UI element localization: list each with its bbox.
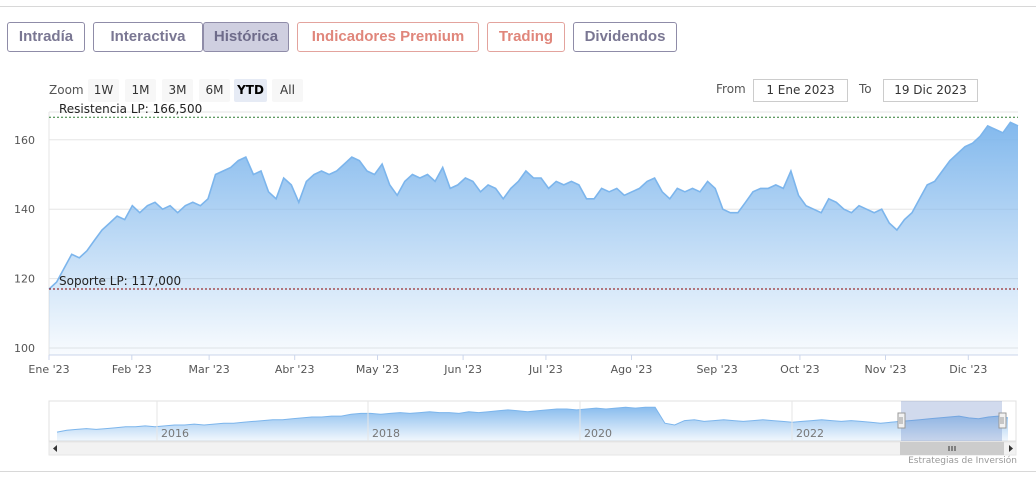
range-to-label: To — [859, 82, 872, 96]
support-label: Soporte LP: 117,000 — [59, 274, 181, 288]
x-tick-label: Oct '23 — [780, 363, 820, 376]
y-tick-label: 120 — [14, 273, 35, 286]
x-tick-label: Sep '23 — [696, 363, 737, 376]
y-tick-label: 140 — [14, 203, 35, 216]
scroll-left-arrow-icon[interactable] — [53, 445, 57, 452]
series-line — [48, 121, 1019, 290]
navigator[interactable]: 2016 2018 2020 2022 — [48, 400, 1017, 456]
x-tick-label: Jul '23 — [528, 363, 563, 376]
x-tick-label: Nov '23 — [864, 363, 906, 376]
x-tick-label: Dic '23 — [949, 363, 987, 376]
zoom-all-button[interactable]: All — [272, 79, 303, 102]
navigator-year-label: 2018 — [372, 427, 400, 440]
tab-intradia[interactable]: Intradía — [7, 22, 85, 52]
navigator-line — [56, 406, 1009, 433]
navigator-year-label: 2016 — [161, 427, 189, 440]
navigator-selection[interactable] — [901, 401, 1002, 441]
y-tick-label: 160 — [14, 134, 35, 147]
zoom-1m-button[interactable]: 1M — [125, 79, 156, 102]
tab-indicadores-premium[interactable]: Indicadores Premium — [297, 22, 479, 52]
navigator-area — [57, 407, 1008, 441]
zoom-6m-button[interactable]: 6M — [199, 79, 230, 102]
credit-label: Estrategias de Inversión — [908, 456, 1017, 466]
range-from-input[interactable]: 1 Ene 2023 — [753, 79, 848, 102]
tab-dividendos[interactable]: Dividendos — [573, 22, 677, 52]
x-tick-label: Mar '23 — [188, 363, 229, 376]
series-layer — [48, 121, 1019, 356]
top-divider — [0, 6, 1036, 7]
x-tick-label: Feb '23 — [112, 363, 152, 376]
tab-historica[interactable]: Histórica — [203, 22, 289, 52]
tab-trading[interactable]: Trading — [487, 22, 565, 52]
resistance-label: Resistencia LP: 166,500 — [59, 102, 202, 116]
series-area — [49, 122, 1018, 356]
tab-interactiva[interactable]: Interactiva — [93, 22, 203, 52]
axis-labels: 100 120 140 160 Ene '23 Feb '23 Mar '23 Abr '23… — [14, 134, 987, 376]
scrollbar-track — [48, 441, 1017, 456]
bottom-divider — [0, 471, 1036, 472]
annotations-layer: Resistencia LP: 166,500 Soporte LP: 117,0… — [49, 102, 1018, 290]
zoom-3m-button[interactable]: 3M — [162, 79, 193, 102]
navigator-year-label: 2020 — [584, 427, 612, 440]
x-tick-label: Jun '23 — [443, 363, 482, 376]
range-from-label: From — [716, 82, 746, 96]
zoom-label: Zoom — [49, 83, 84, 97]
zoom-1w-button[interactable]: 1W — [88, 79, 119, 102]
y-tick-label: 100 — [14, 342, 35, 355]
scroll-right-arrow-icon[interactable] — [1009, 445, 1013, 452]
x-tick-label: Ene '23 — [28, 363, 69, 376]
x-tick-label: May '23 — [356, 363, 399, 376]
zoom-ytd-button[interactable]: YTD — [234, 79, 267, 102]
navigator-year-label: 2022 — [796, 427, 824, 440]
x-tick-label: Ago '23 — [611, 363, 653, 376]
range-to-input[interactable]: 19 Dic 2023 — [883, 79, 978, 102]
x-tick-label: Abr '23 — [275, 363, 315, 376]
